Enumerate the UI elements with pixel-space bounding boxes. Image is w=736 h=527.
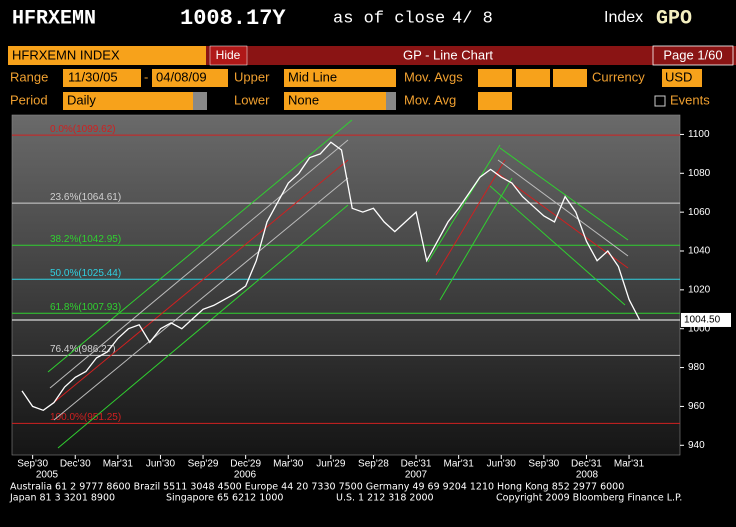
footer-line: U.S. 1 212 318 2000 [336,493,434,504]
last-price-box [681,312,731,327]
as-of: as of close [333,9,445,28]
dash: - [144,69,148,84]
channel-line [497,159,629,257]
footer-line: Singapore 65 6212 1000 [166,493,283,504]
hide: Hide [216,48,241,62]
plot-area [11,114,681,456]
x-tick-label: Sep'29 [188,459,219,470]
price-line [21,141,641,412]
end-field[interactable] [152,69,228,87]
y-tick-label: 1040 [688,246,711,257]
currency-label: Currency [592,69,645,84]
mov-avg-field[interactable] [478,92,512,110]
lower-label: Lower [234,92,270,107]
y-tick-label: 940 [688,440,705,451]
price: 1008.17Y [180,6,286,31]
x-tick-label: Dec'31 [401,459,432,470]
market: Index [604,9,643,26]
end: 04/08/09 [156,69,207,84]
y-tick-label: 1060 [688,207,711,218]
footer-line: Australia 61 2 9777 8600 Brazil 5511 304… [10,482,624,493]
level-label: 100.0%(951.25) [50,412,121,423]
range-label: Range [10,69,48,84]
last-price-label: 1004.50 [684,315,721,326]
footer-line: Japan 81 3 3201 8900 [9,493,115,504]
channel-line [499,147,629,241]
page-box[interactable] [652,45,734,66]
footer-line: Copyright 2009 Bloomberg Finance L.P. [496,493,682,504]
level-label: 61.8%(1007.93) [50,302,121,313]
level-label: 38.2%(1042.95) [50,234,121,245]
mov-avg-field[interactable] [478,69,512,87]
y-tick-label: 1000 [688,323,711,334]
period: Daily [67,92,96,107]
date: 4/ 8 [452,9,493,28]
mov-avg-field[interactable] [516,69,550,87]
trend-channels [47,119,629,449]
page: Page 1/60 [663,47,722,62]
dropdown[interactable] [193,92,207,110]
currency: USD [665,69,692,84]
y-tick-label: 980 [688,362,705,373]
year-label: 2008 [576,470,599,481]
year-label: 2006 [234,470,257,481]
function: GPO [656,7,692,30]
mov-avg-label: Mov. Avg [404,92,456,107]
x-tick-label: Sep'30 [528,459,559,470]
hide-button[interactable] [209,45,248,66]
channel-line [489,185,626,306]
channel-line [51,159,349,405]
period-field[interactable] [63,92,207,110]
x-tick-label: Jun'30 [146,459,176,470]
upper-label: Upper [234,69,270,84]
y-tick-label: 1080 [688,168,711,179]
period-label: Period [10,92,48,107]
start-field[interactable] [63,69,141,87]
x-tick-label: Sep'28 [358,459,389,470]
level-label: 0.0%(1099.62) [50,124,116,135]
mov-avg-field[interactable] [553,69,587,87]
x-tick-label: Mar'31 [614,459,645,470]
y-tick-label: 960 [688,401,705,412]
x-tick-label: Dec'31 [571,459,602,470]
x-tick-label: Sep'30 [17,459,48,470]
lower: None [288,92,319,107]
channel-line [53,177,349,421]
channel-line [439,177,513,301]
x-tick-label: Dec'29 [230,459,261,470]
y-tick-label: 1100 [688,129,710,140]
channel-line [47,119,353,373]
x-tick-label: Mar'31 [103,459,134,470]
year-label: 2007 [405,470,428,481]
level-label: 50.0%(1025.44) [50,268,121,279]
toolbar-title: GP - Line Chart [403,47,493,62]
mov-avgs-label: Mov. Avgs [404,69,463,84]
lower-field[interactable] [284,92,396,110]
y-tick-label: 1020 [688,284,711,295]
events: Events [670,92,710,107]
x-tick-label: Dec'30 [60,459,91,470]
ticker: HFRXEMN [12,7,96,30]
x-tick-label: Mar'31 [444,459,475,470]
channel-line [427,144,501,263]
x-tick-label: Jun'29 [316,459,346,470]
level-label: 76.4%(986.27) [50,344,116,355]
start: 11/30/05 [68,69,118,84]
security-field[interactable] [8,46,206,65]
security: HFRXEMN INDEX [12,47,120,62]
upper: Mid Line [288,69,337,84]
dropdown[interactable] [386,92,396,110]
x-tick-label: Jun'30 [487,459,517,470]
upper-field[interactable] [284,69,396,87]
year-label: 2005 [36,470,59,481]
channel-line [435,159,506,276]
x-tick-label: Mar'30 [273,459,304,470]
currency-field[interactable] [662,69,702,87]
channel-line [49,139,349,389]
events-checkbox[interactable] [654,95,666,107]
channel-line [57,204,349,449]
level-label: 23.6%(1064.61) [50,192,121,203]
